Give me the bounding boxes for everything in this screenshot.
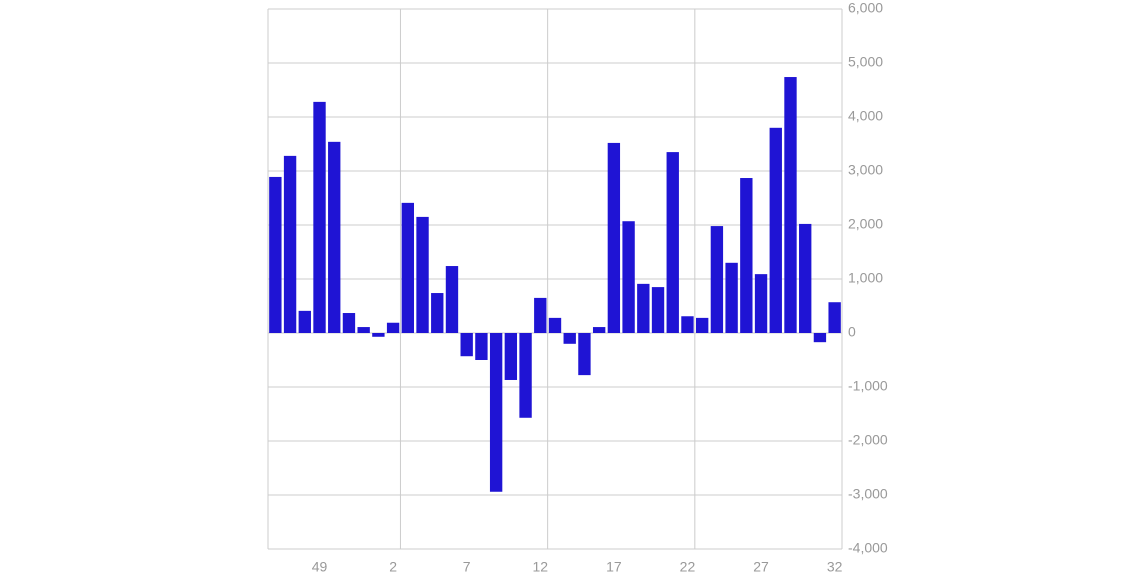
y-tick-label: 3,000 [848,162,883,178]
bar [607,142,621,333]
bar [813,333,827,343]
bar [666,152,679,333]
bar [431,293,444,333]
bar [592,327,606,333]
x-tick-label: 2 [389,559,397,575]
bar [622,221,635,333]
bar [475,333,488,360]
x-tick-label: 7 [463,559,471,575]
bar [519,333,532,418]
bar [489,333,503,492]
x-tick-label: 12 [532,559,548,575]
y-tick-label: -4,000 [848,540,888,556]
bar [740,178,753,333]
bar [401,202,415,333]
bar [342,313,356,333]
bar [695,317,709,333]
x-tick-label: 49 [312,559,328,575]
x-tick-label: 32 [827,559,843,575]
x-tick-label: 27 [753,559,769,575]
y-tick-label: 2,000 [848,216,883,232]
bar [416,216,429,333]
bar [754,274,768,333]
bar [386,322,400,333]
bar [283,155,297,333]
bar [313,101,326,333]
y-tick-label: 6,000 [848,0,883,16]
y-tick-label: 5,000 [848,54,883,70]
x-tick-label: 17 [606,559,622,575]
y-tick-label: -2,000 [848,432,888,448]
y-tick-label: -3,000 [848,486,888,502]
bar [357,327,370,333]
bar [328,141,341,333]
bar [637,283,650,333]
bar [460,333,473,357]
bar [563,333,576,344]
y-tick-label: 4,000 [848,108,883,124]
bar [372,333,385,337]
bar [651,287,665,333]
bar [269,176,282,333]
bar [578,333,591,376]
bar [799,223,812,333]
bar [828,302,841,333]
y-tick-label: 1,000 [848,270,883,286]
bar [548,317,562,333]
bar [725,262,738,333]
bar [784,77,797,333]
x-tick-label: 22 [680,559,696,575]
bar [710,226,724,333]
bar [769,127,782,333]
bar [504,333,518,380]
bar [681,316,694,333]
bar [298,310,311,333]
y-tick-label: 0 [848,324,856,340]
bar [534,297,547,333]
y-tick-label: -1,000 [848,378,888,394]
bar [445,266,459,333]
